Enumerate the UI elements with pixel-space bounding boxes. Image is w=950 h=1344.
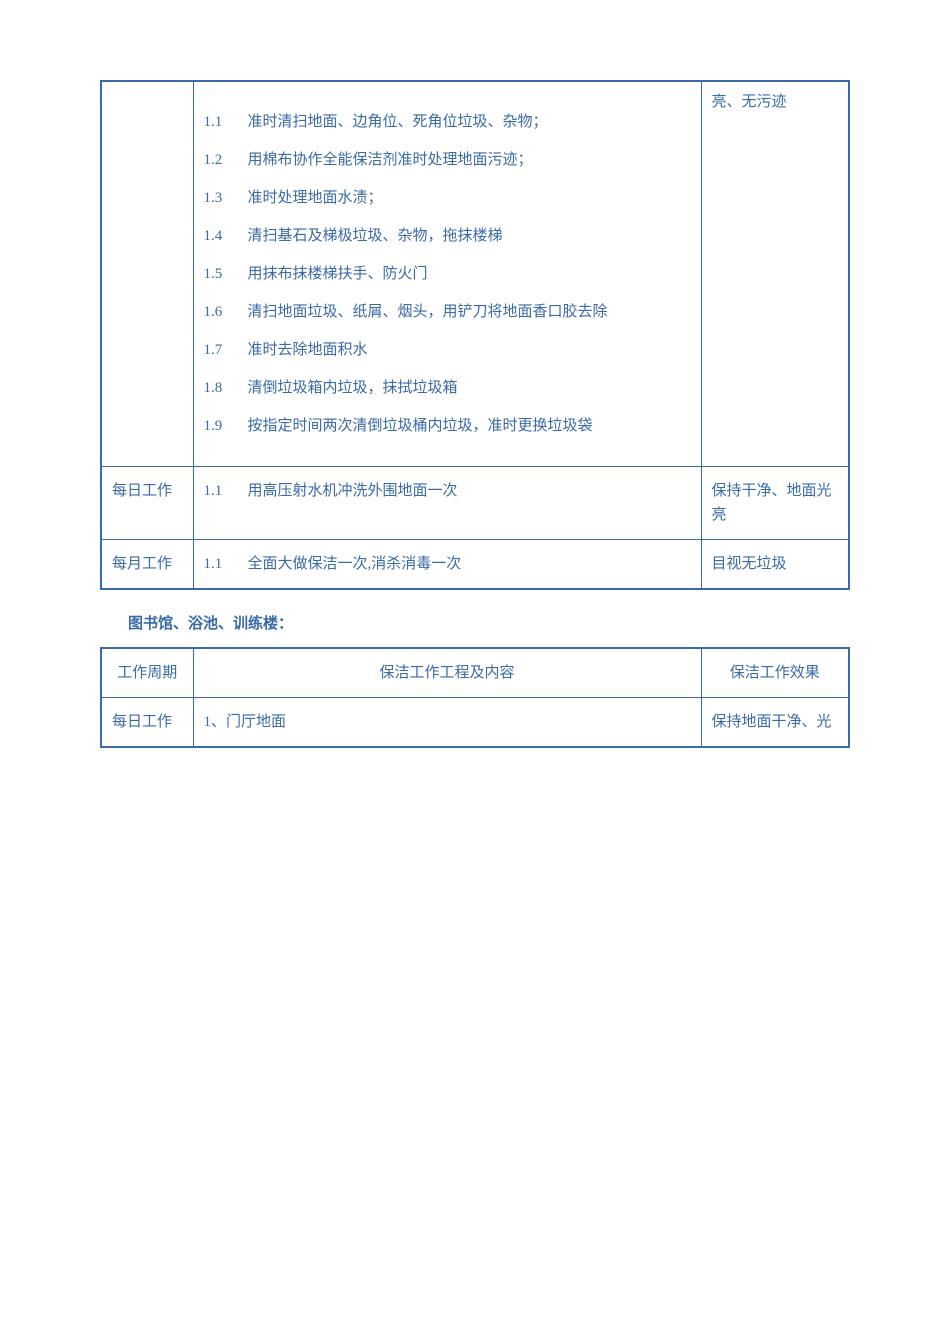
document-page: 1.1 准时清扫地面、边角位、死角位垃圾、杂物； 1.2 用棉布协作全能保洁剂准… [0, 0, 950, 808]
table-row: 1.1 准时清扫地面、边角位、死角位垃圾、杂物； 1.2 用棉布协作全能保洁剂准… [101, 81, 849, 467]
table-row: 每日工作 1、门厅地面 保持地面干净、光 [101, 698, 849, 748]
item-text: 用高压射水机冲洗外围地面一次 [248, 479, 691, 503]
cell-period: 每日工作 [101, 467, 193, 540]
list-item: 1.6 清扫地面垃圾、纸屑、烟头，用铲刀将地面香口胶去除 [204, 300, 691, 324]
task-list: 1.1 准时清扫地面、边角位、死角位垃圾、杂物； 1.2 用棉布协作全能保洁剂准… [204, 90, 691, 458]
item-text: 用抹布抹楼梯扶手、防火门 [248, 262, 691, 286]
item-text: 准时去除地面积水 [248, 338, 691, 362]
section-heading: 图书馆、浴池、训练楼： [128, 612, 850, 633]
cell-content: 1、门厅地面 [193, 698, 701, 748]
cell-result: 目视无垃圾 [701, 540, 849, 590]
item-number: 1.4 [204, 224, 248, 248]
item-text: 清扫基石及梯极垃圾、杂物，拖抹楼梯 [248, 224, 691, 248]
cleaning-schedule-table-2: 工作周期 保洁工作工程及内容 保洁工作效果 每日工作 1、门厅地面 保持地面干净… [100, 647, 850, 748]
header-content: 保洁工作工程及内容 [193, 648, 701, 698]
item-number: 1.2 [204, 148, 248, 172]
header-period: 工作周期 [101, 648, 193, 698]
item-text: 准时清扫地面、边角位、死角位垃圾、杂物； [248, 110, 691, 134]
cell-content: 1.1 用高压射水机冲洗外围地面一次 [193, 467, 701, 540]
item-number: 1.7 [204, 338, 248, 362]
list-item: 1.4 清扫基石及梯极垃圾、杂物，拖抹楼梯 [204, 224, 691, 248]
item-text: 清扫地面垃圾、纸屑、烟头，用铲刀将地面香口胶去除 [248, 300, 691, 324]
item-number: 1.5 [204, 262, 248, 286]
item-number: 1.9 [204, 414, 248, 438]
item-number: 1.1 [204, 552, 248, 576]
cell-result: 保持地面干净、光 [701, 698, 849, 748]
item-text: 用棉布协作全能保洁剂准时处理地面污迹； [248, 148, 691, 172]
list-item: 1.9 按指定时间两次清倒垃圾桶内垃圾，准时更换垃圾袋 [204, 414, 691, 438]
list-item: 1.1 准时清扫地面、边角位、死角位垃圾、杂物； [204, 110, 691, 134]
cell-result: 保持干净、地面光亮 [701, 467, 849, 540]
cell-period [101, 81, 193, 467]
cell-content: 1.1 全面大做保洁一次,消杀消毒一次 [193, 540, 701, 590]
cleaning-schedule-table-1: 1.1 准时清扫地面、边角位、死角位垃圾、杂物； 1.2 用棉布协作全能保洁剂准… [100, 80, 850, 590]
list-item: 1.3 准时处理地面水渍； [204, 186, 691, 210]
item-number: 1.1 [204, 110, 248, 134]
item-text: 全面大做保洁一次,消杀消毒一次 [248, 552, 691, 576]
item-number: 1.6 [204, 300, 248, 324]
list-item: 1.2 用棉布协作全能保洁剂准时处理地面污迹； [204, 148, 691, 172]
item-text: 按指定时间两次清倒垃圾桶内垃圾，准时更换垃圾袋 [248, 414, 691, 438]
item-text: 清倒垃圾箱内垃圾，抹拭垃圾箱 [248, 376, 691, 400]
table-header-row: 工作周期 保洁工作工程及内容 保洁工作效果 [101, 648, 849, 698]
item-number: 1.3 [204, 186, 248, 210]
cell-period: 每月工作 [101, 540, 193, 590]
result-text: 亮、无污迹 [712, 94, 787, 110]
item-text: 准时处理地面水渍； [248, 186, 691, 210]
list-item: 1.8 清倒垃圾箱内垃圾，抹拭垃圾箱 [204, 376, 691, 400]
table-row: 每日工作 1.1 用高压射水机冲洗外围地面一次 保持干净、地面光亮 [101, 467, 849, 540]
list-item: 1.5 用抹布抹楼梯扶手、防火门 [204, 262, 691, 286]
item-number: 1.1 [204, 479, 248, 503]
header-result: 保洁工作效果 [701, 648, 849, 698]
item-number: 1.8 [204, 376, 248, 400]
cell-result: 亮、无污迹 [701, 81, 849, 467]
table-row: 每月工作 1.1 全面大做保洁一次,消杀消毒一次 目视无垃圾 [101, 540, 849, 590]
list-item: 1.7 准时去除地面积水 [204, 338, 691, 362]
cell-content: 1.1 准时清扫地面、边角位、死角位垃圾、杂物； 1.2 用棉布协作全能保洁剂准… [193, 81, 701, 467]
cell-period: 每日工作 [101, 698, 193, 748]
